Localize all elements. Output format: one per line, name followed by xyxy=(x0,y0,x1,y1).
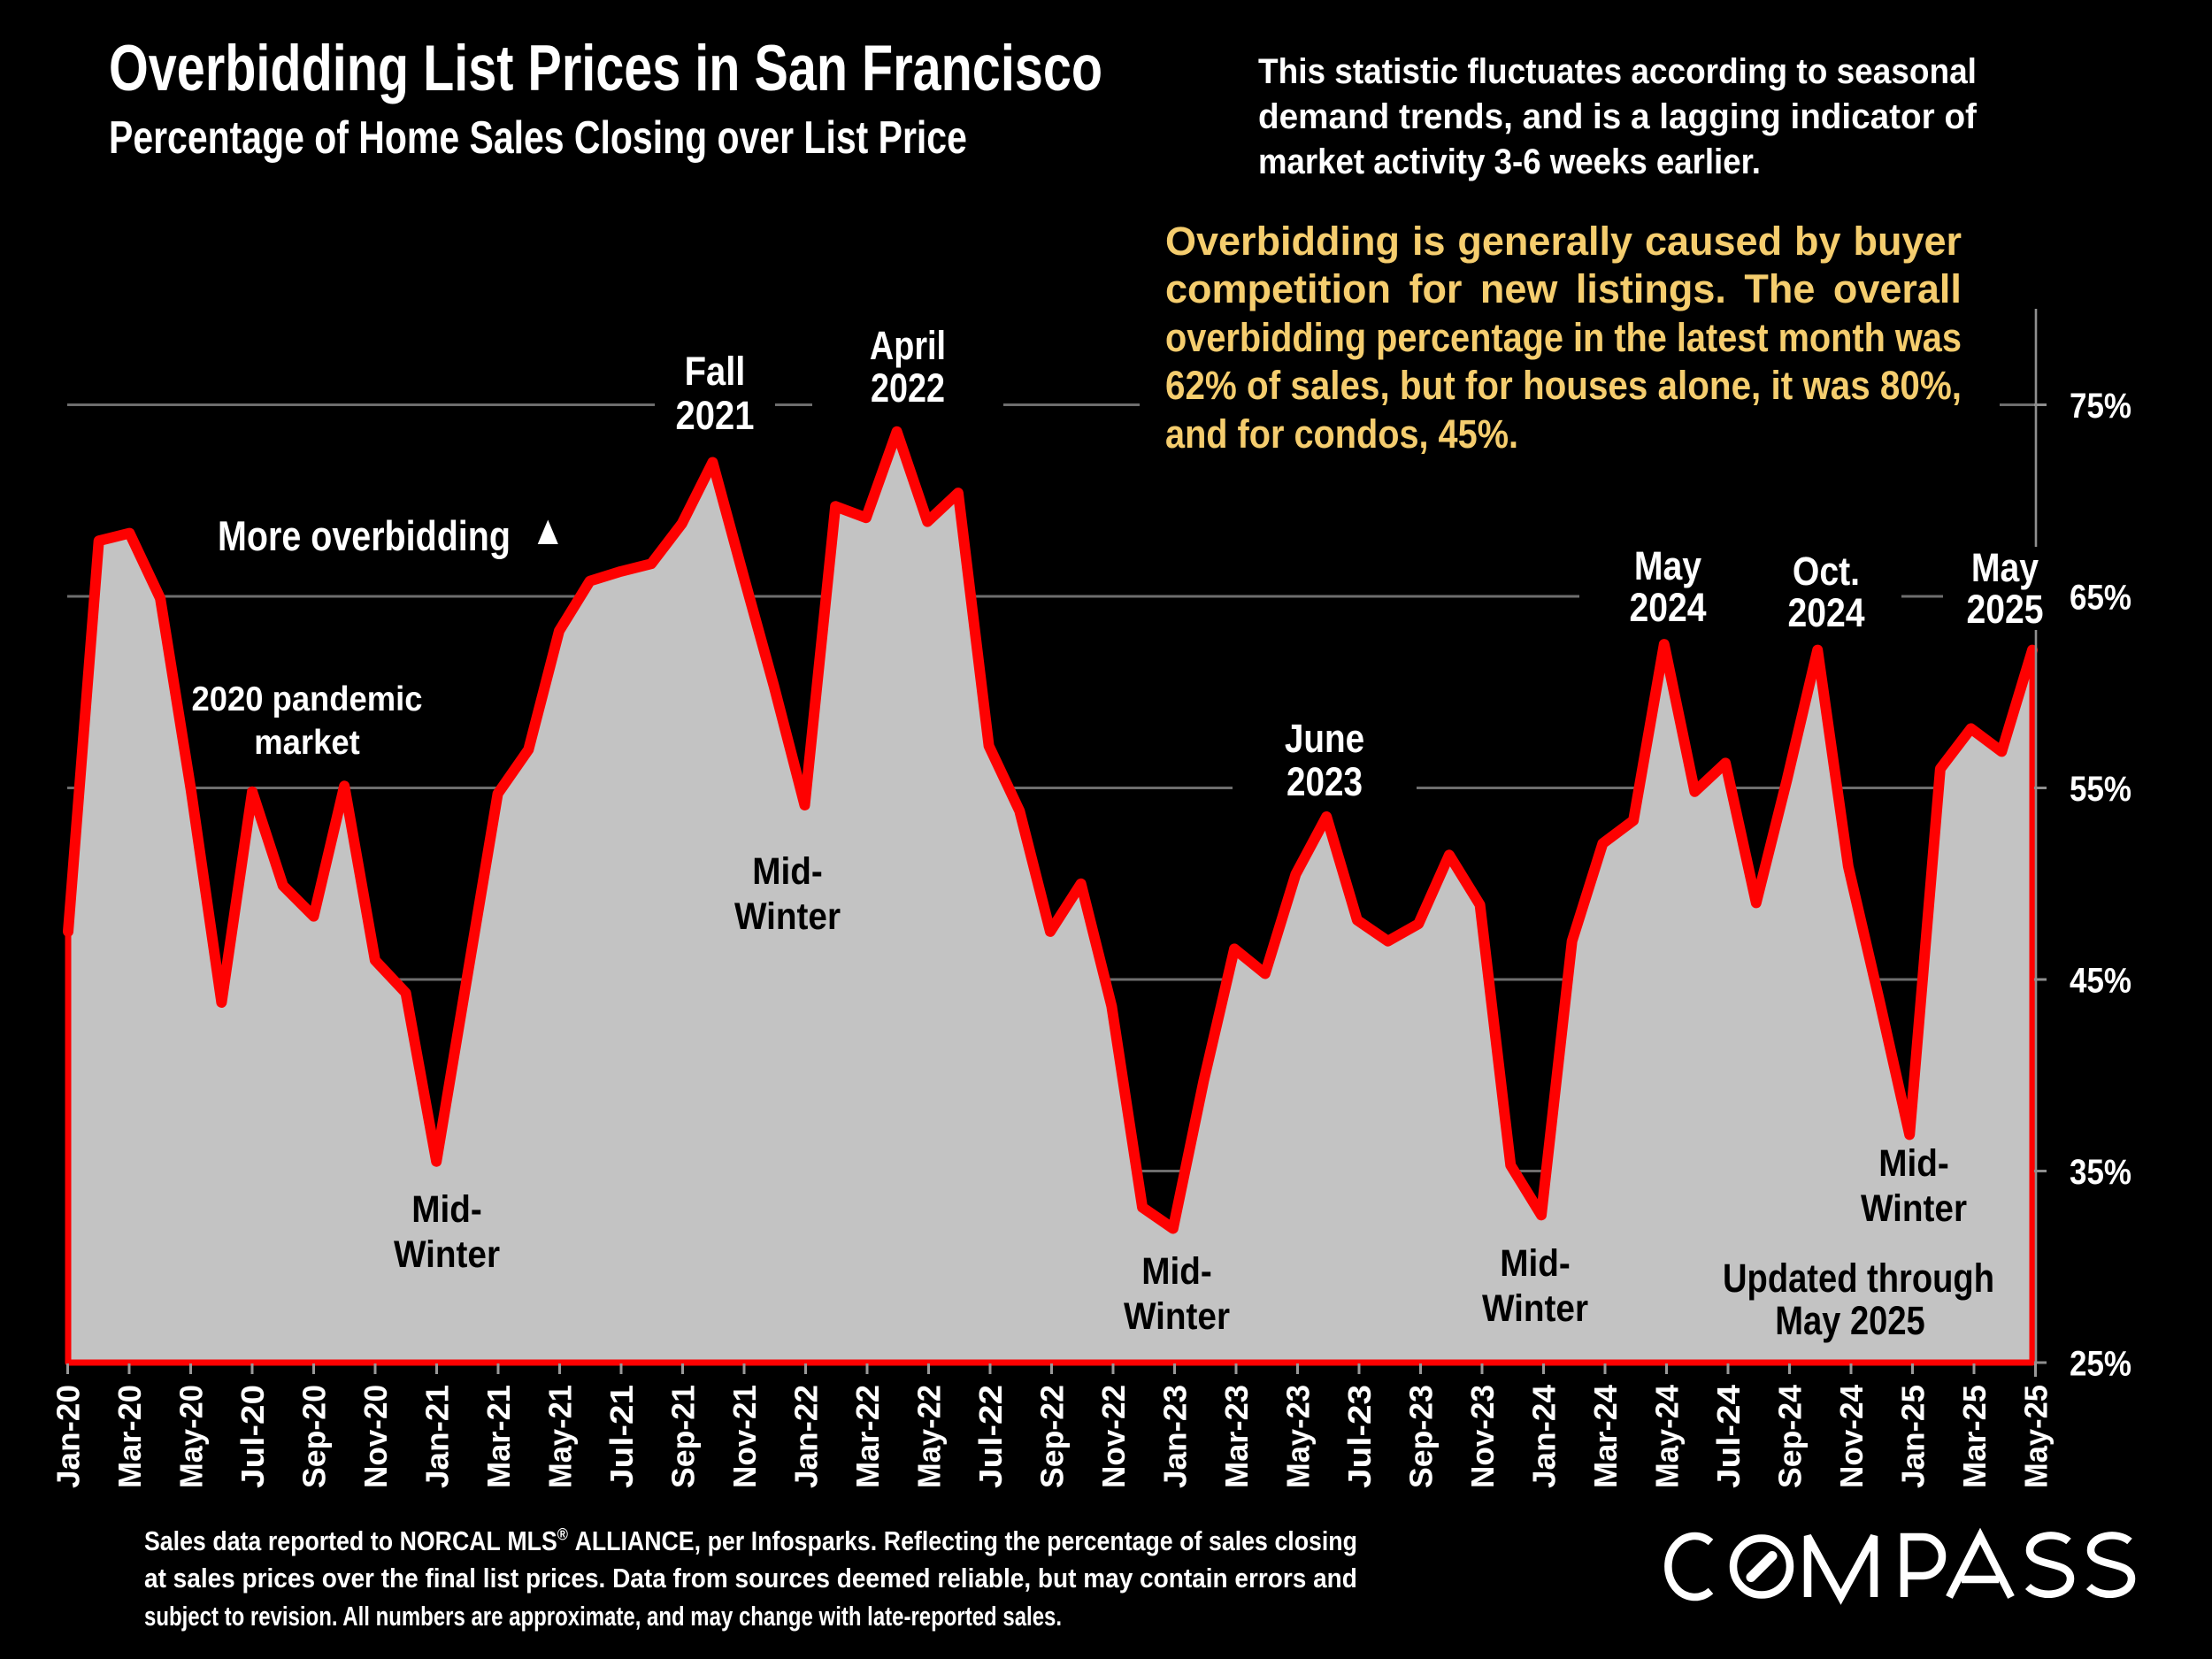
svg-text:65%: 65% xyxy=(2070,579,2131,618)
svg-text:Mar-23: Mar-23 xyxy=(1218,1385,1255,1488)
svg-text:Jul-21: Jul-21 xyxy=(603,1385,640,1488)
svg-text:Jul-20: Jul-20 xyxy=(234,1385,271,1488)
svg-text:Mar-22: Mar-22 xyxy=(849,1385,886,1488)
svg-text:35%: 35% xyxy=(2070,1153,2131,1192)
svg-text:Jan-25: Jan-25 xyxy=(1895,1385,1932,1488)
svg-text:Sep-21: Sep-21 xyxy=(665,1385,702,1488)
svg-text:Jan-21: Jan-21 xyxy=(419,1385,456,1488)
svg-text:Sep-23: Sep-23 xyxy=(1403,1385,1440,1488)
svg-text:Nov-23: Nov-23 xyxy=(1464,1385,1501,1488)
svg-text:May-21: May-21 xyxy=(542,1385,579,1488)
svg-text:Mar-24: Mar-24 xyxy=(1587,1385,1624,1488)
svg-text:Jul-22: Jul-22 xyxy=(972,1385,1009,1488)
svg-text:May-25: May-25 xyxy=(2018,1385,2055,1488)
svg-text:Jan-22: Jan-22 xyxy=(788,1385,825,1488)
svg-text:Nov-22: Nov-22 xyxy=(1095,1385,1132,1488)
svg-text:Jan-20: Jan-20 xyxy=(50,1385,87,1488)
svg-text:45%: 45% xyxy=(2070,962,2131,1001)
svg-text:Sep-20: Sep-20 xyxy=(296,1385,333,1488)
svg-text:May-23: May-23 xyxy=(1280,1385,1317,1488)
svg-text:Jul-24: Jul-24 xyxy=(1710,1385,1747,1488)
svg-text:Sep-24: Sep-24 xyxy=(1772,1385,1809,1488)
svg-text:Nov-20: Nov-20 xyxy=(357,1385,394,1488)
svg-text:Mar-21: Mar-21 xyxy=(480,1385,517,1488)
svg-text:Mar-20: Mar-20 xyxy=(111,1385,148,1488)
svg-text:Jul-23: Jul-23 xyxy=(1341,1385,1378,1488)
svg-text:Nov-24: Nov-24 xyxy=(1833,1385,1870,1488)
svg-text:Mar-25: Mar-25 xyxy=(1956,1385,1993,1488)
svg-text:May-22: May-22 xyxy=(911,1385,948,1488)
svg-text:75%: 75% xyxy=(2070,387,2131,426)
svg-text:Jan-24: Jan-24 xyxy=(1526,1385,1563,1488)
svg-text:25%: 25% xyxy=(2070,1345,2131,1384)
svg-text:Nov-21: Nov-21 xyxy=(726,1385,763,1488)
svg-text:May-20: May-20 xyxy=(173,1385,210,1488)
svg-text:Sep-22: Sep-22 xyxy=(1034,1385,1071,1488)
svg-text:May-24: May-24 xyxy=(1649,1385,1686,1488)
svg-text:Jan-23: Jan-23 xyxy=(1157,1385,1194,1488)
svg-text:55%: 55% xyxy=(2070,770,2131,809)
